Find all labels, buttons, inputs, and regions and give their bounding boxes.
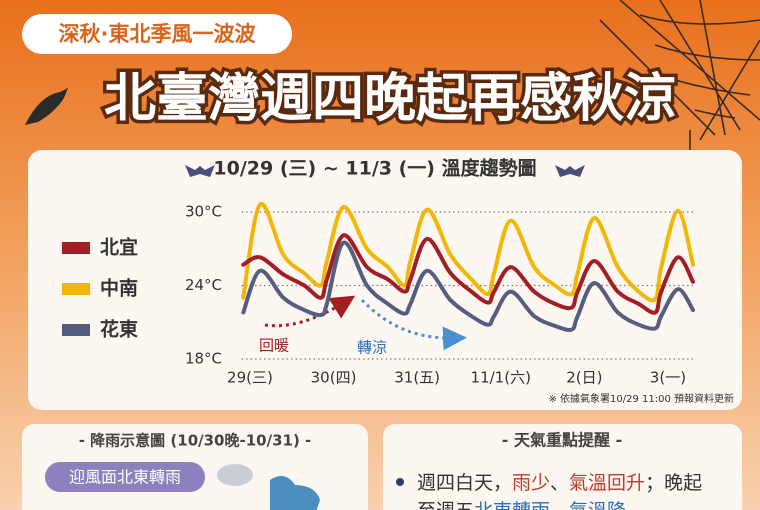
legend-swatch bbox=[62, 242, 90, 254]
bullet bbox=[396, 478, 404, 486]
reminder-segment: 雨少 bbox=[512, 472, 550, 494]
badge-bg bbox=[22, 14, 292, 54]
legend-label: 花東 bbox=[100, 318, 138, 341]
rain-title: - 降雨示意圖 (10/30晚-10/31) - bbox=[79, 432, 312, 450]
annotation: 轉涼 bbox=[357, 339, 387, 357]
main-title: 北臺灣週四晚起再感秋涼 bbox=[104, 69, 676, 129]
reminder-segment: ；晚起 bbox=[645, 472, 702, 494]
x-tick-label: 11/1(六) bbox=[471, 369, 531, 387]
rain-tag-bg bbox=[45, 462, 205, 492]
reminder-panel bbox=[383, 424, 742, 510]
map-shape bbox=[270, 476, 320, 510]
y-tick-label: 18°C bbox=[185, 350, 222, 368]
legend-label: 北宜 bbox=[100, 236, 138, 259]
x-tick-label: 29(三) bbox=[227, 369, 273, 387]
reminder-title: - 天氣重點提醒 - bbox=[502, 431, 622, 450]
chart-note: ※ 依據氣象署10/29 11:00 預報資料更新 bbox=[548, 392, 734, 405]
legend-swatch bbox=[62, 324, 90, 336]
reminder-line: 週四白天，雨少、氣溫回升；晚起 bbox=[417, 472, 702, 494]
annotation: 回暖 bbox=[259, 337, 289, 355]
x-tick-label: 2(日) bbox=[566, 369, 602, 387]
x-tick-label: 30(四) bbox=[311, 369, 357, 387]
chart-title: 10/29 (三) ~ 11/3 (一) 溫度趨勢圖 bbox=[213, 157, 536, 180]
reminder-segment: 。 bbox=[626, 500, 645, 510]
reminder-segment: 、 bbox=[550, 500, 569, 510]
reminder-segment: 北東轉雨 bbox=[474, 500, 550, 510]
reminder-segment: 、 bbox=[550, 472, 569, 494]
reminder-segment: 氣溫回升 bbox=[569, 472, 645, 494]
bat bbox=[185, 165, 215, 177]
y-tick-label: 24°C bbox=[185, 276, 222, 294]
badge: 深秋·東北季風一波波 bbox=[59, 22, 257, 46]
rain-tag: 迎風面北東轉雨 bbox=[69, 468, 181, 487]
warm-arrow bbox=[264, 295, 356, 328]
bat bbox=[555, 165, 585, 177]
reminder-segment: 氣溫降 bbox=[569, 500, 626, 510]
x-tick-label: 3(一) bbox=[650, 369, 686, 387]
legend-label: 中南 bbox=[100, 277, 138, 300]
legend-swatch bbox=[62, 283, 90, 295]
cloud-icon bbox=[217, 464, 253, 486]
reminder-line: 至週五北東轉雨、氣溫降。 bbox=[417, 500, 645, 510]
line-series bbox=[241, 233, 695, 315]
line-series bbox=[241, 202, 695, 303]
line-series bbox=[241, 240, 695, 333]
y-tick-label: 30°C bbox=[185, 203, 222, 221]
crow bbox=[25, 88, 68, 125]
reminder-segment: 至週五 bbox=[417, 500, 474, 510]
reminder-segment: 週四白天， bbox=[417, 472, 512, 494]
cool-arrow bbox=[360, 298, 467, 351]
spider-web bbox=[599, 0, 760, 158]
x-tick-label: 31(五) bbox=[394, 369, 440, 387]
